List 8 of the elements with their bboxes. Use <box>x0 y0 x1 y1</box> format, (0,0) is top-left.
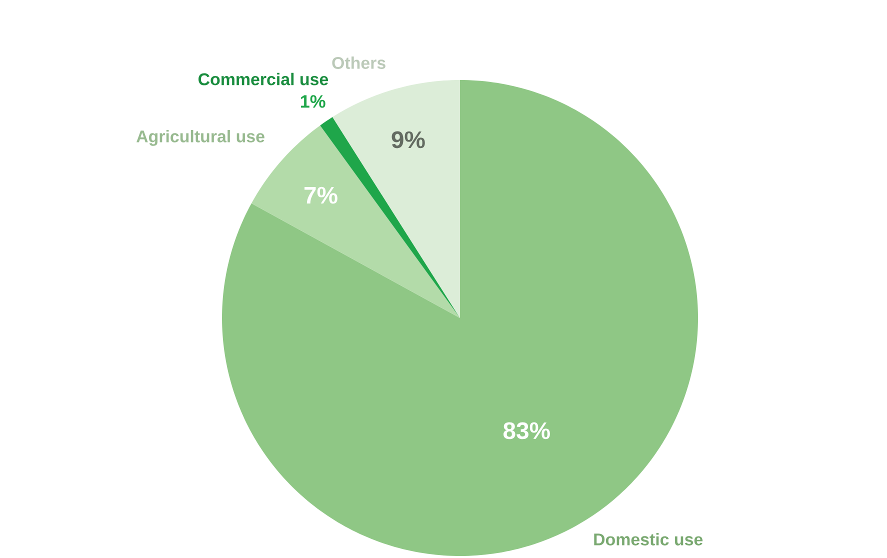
data-label: 9% <box>392 131 425 148</box>
slice-label: Others <box>332 56 386 69</box>
slice-label: Commercial use <box>198 72 328 86</box>
data-label: 7% <box>304 186 338 204</box>
slice-label: Agricultural use <box>136 130 264 146</box>
data-label: 83% <box>503 422 550 440</box>
slice-label: Domestic use <box>594 533 703 546</box>
data-label: 1% <box>301 95 326 108</box>
